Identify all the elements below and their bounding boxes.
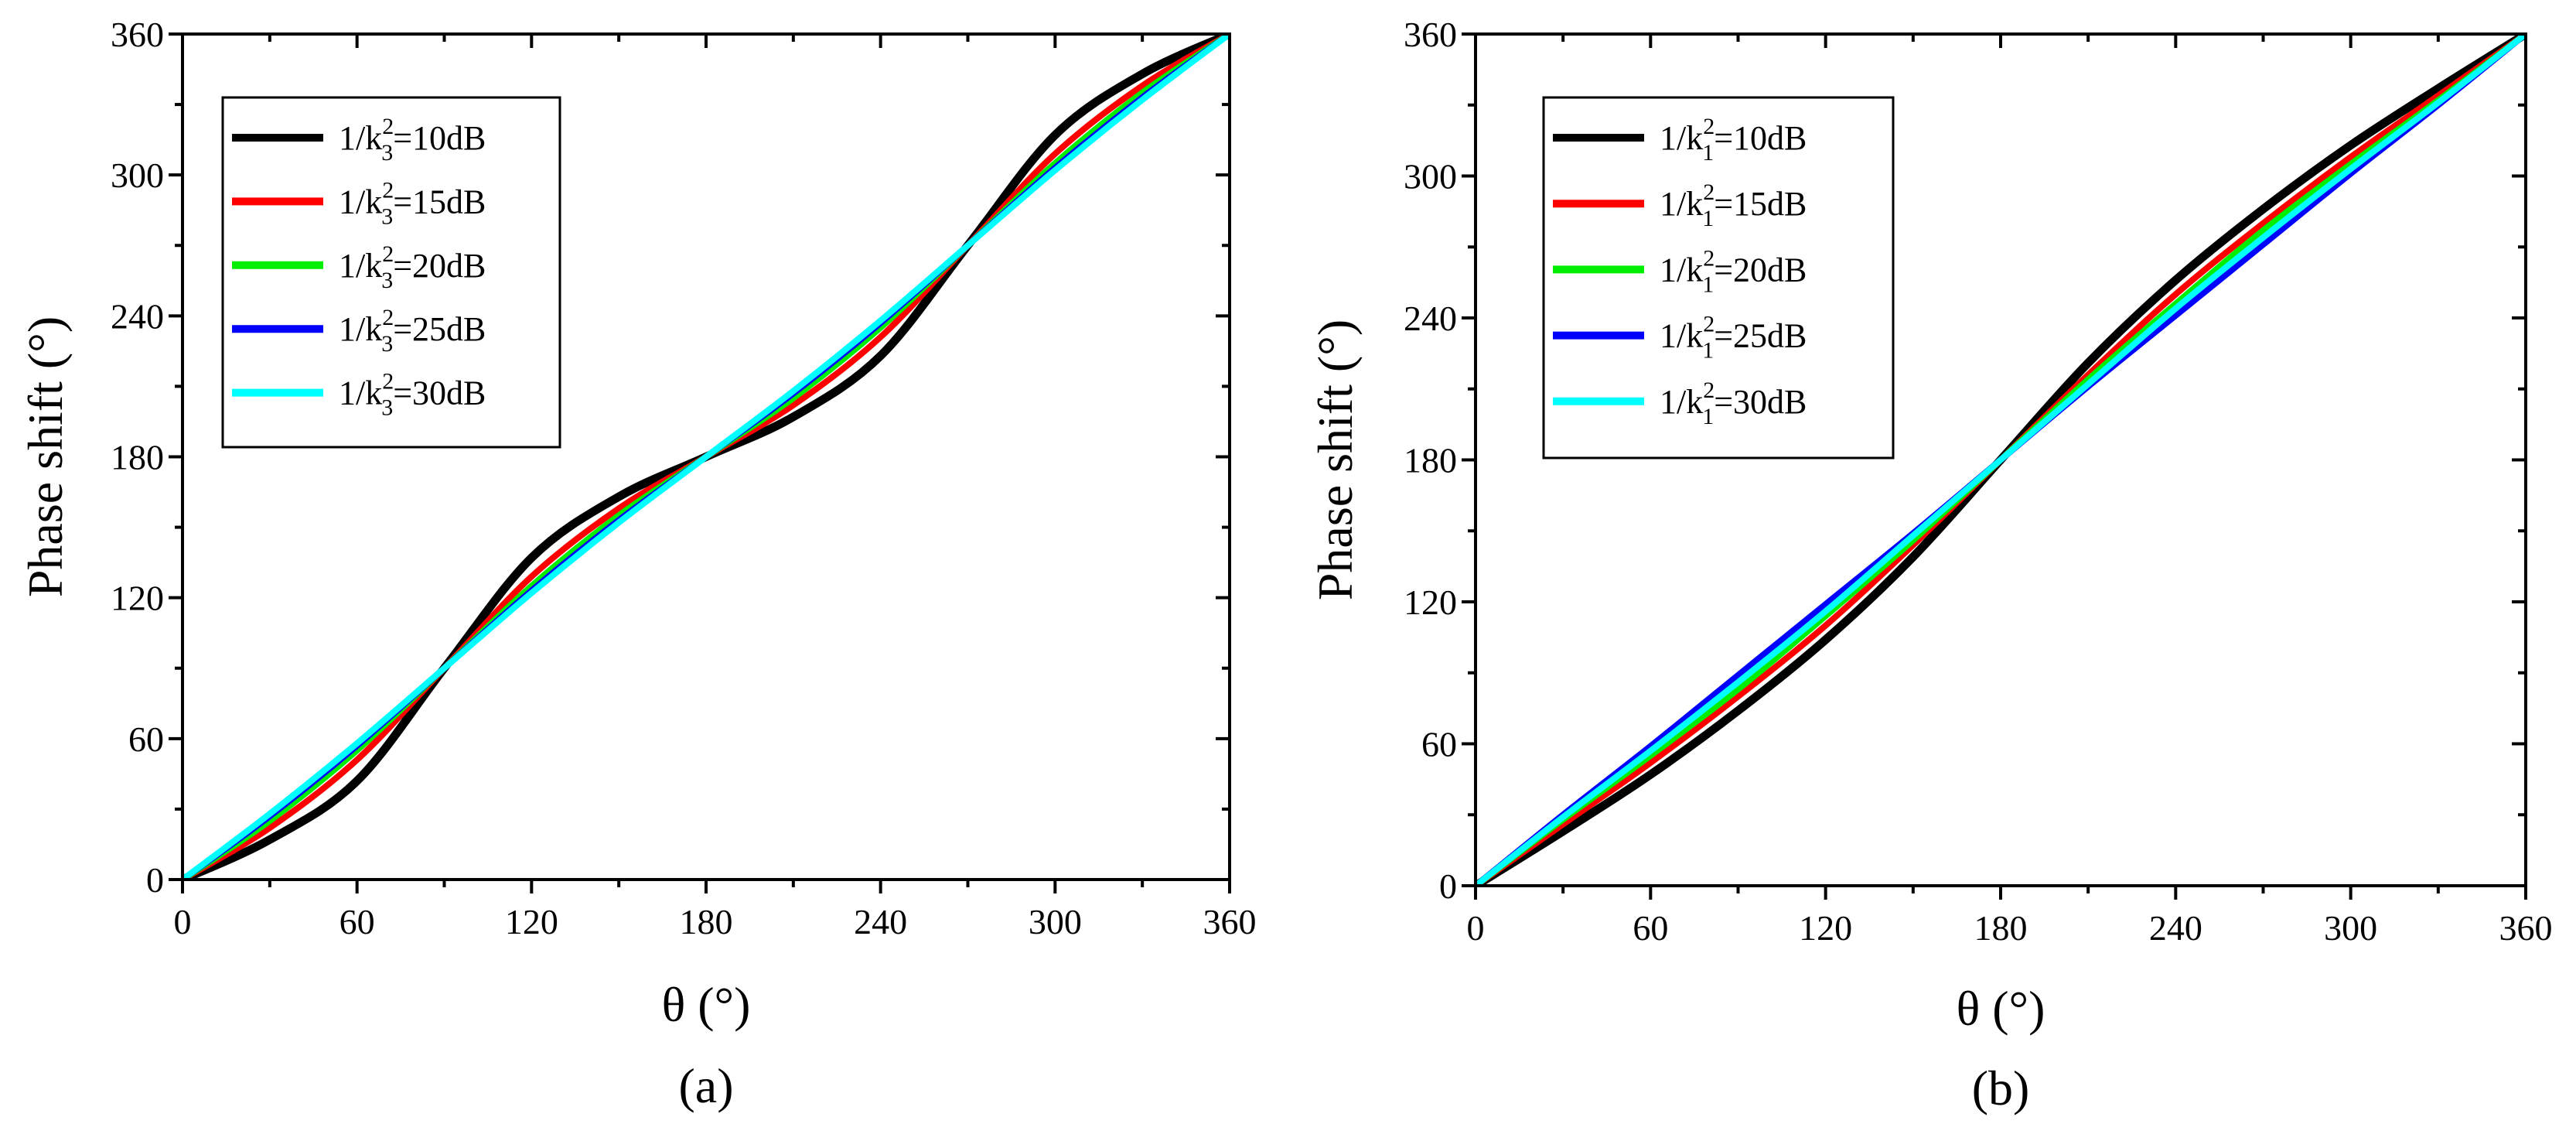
legend-label: 1/k2 3=25dB: [339, 305, 486, 357]
tick-marks: [169, 32, 1231, 893]
y-tick-label: 180: [1404, 441, 1457, 480]
legend: 1/k2 3=10dB 1/k2 3=15dB 1/k2 3=20dB 1/k2 3=25dB…: [221, 96, 561, 449]
x-tick-label: 60: [1633, 908, 1668, 948]
x-tick-label: 120: [505, 902, 558, 941]
y-tick-label: 360: [111, 15, 164, 54]
legend-label: 1/k2 1=25dB: [1660, 312, 1807, 364]
y-tick-label: 240: [111, 296, 164, 336]
x-axis-title: θ (°): [662, 977, 751, 1032]
panel-label: (a): [678, 1058, 733, 1113]
tick-marks: [1462, 32, 2527, 900]
x-tick-label: 180: [680, 902, 733, 941]
x-tick-label: 300: [2324, 908, 2377, 948]
chart-panel-1: 0 60 120 180 240 300 360 0 60 120 180 240 300 360 θ (°…: [18, 15, 1257, 1113]
y-tick-label: 180: [111, 438, 164, 477]
y-tick-label: 60: [128, 719, 164, 759]
x-tick-label: 0: [1467, 908, 1485, 948]
x-tick-label: 300: [1029, 902, 1082, 941]
x-tick-label: 240: [854, 902, 907, 941]
x-tick-label: 120: [1799, 908, 1852, 948]
series-line-30db: [1476, 32, 2526, 887]
y-tick-label: 300: [111, 155, 164, 195]
series-lines-2: [1476, 32, 2526, 887]
legend-label: 1/k2 1=15dB: [1660, 179, 1807, 231]
legend-label: 1/k2 1=20dB: [1660, 245, 1807, 297]
x-tick-label: 240: [2149, 908, 2202, 948]
series-lines-1: [183, 32, 1230, 881]
y-tick-label: 360: [1404, 15, 1457, 54]
legend-label: 1/k2 1=10dB: [1660, 114, 1807, 166]
y-axis-title: Phase shift (°): [18, 316, 73, 597]
legend-label: 1/k2 3=15dB: [339, 177, 486, 229]
y-tick-label: 240: [1404, 299, 1457, 338]
legend-label: 1/k2 3=10dB: [339, 114, 486, 166]
y-tick-label: 60: [1421, 725, 1457, 764]
x-tick-label: 180: [1974, 908, 2028, 948]
legend-label: 1/k2 3=30dB: [339, 369, 486, 421]
y-tick-label: 0: [1439, 866, 1457, 906]
x-axis-title: θ (°): [1957, 981, 2045, 1036]
y-tick-label: 300: [1404, 157, 1457, 196]
x-tick-label: 0: [174, 902, 192, 941]
y-axis-title: Phase shift (°): [1308, 319, 1363, 600]
legend-label: 1/k2 3=20dB: [339, 241, 486, 293]
x-tick-label: 360: [2499, 908, 2553, 948]
chart-panel-2: 0 60 120 180 240 300 360 0 60 120 180 240 300 360 θ (°…: [1308, 15, 2553, 1115]
legend-label: 1/k2 1=30dB: [1660, 378, 1807, 429]
y-tick-label: 120: [1404, 582, 1457, 622]
series-line-30db: [183, 32, 1230, 881]
x-tick-label: 60: [339, 902, 375, 941]
panel-label: (b): [1972, 1061, 2030, 1115]
legend: 1/k2 1=10dB 1/k2 1=15dB 1/k2 1=20dB 1/k2 1=25dB…: [1542, 96, 1895, 460]
y-tick-label: 120: [111, 579, 164, 618]
x-tick-label: 360: [1203, 902, 1257, 941]
y-tick-label: 0: [146, 860, 164, 900]
